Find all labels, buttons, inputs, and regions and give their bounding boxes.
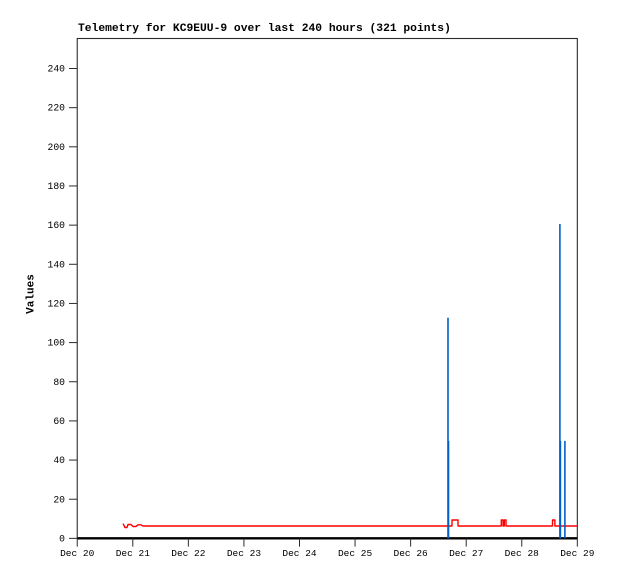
svg-text:80: 80 <box>53 377 65 388</box>
svg-text:40: 40 <box>53 455 65 466</box>
svg-text:Dec 24: Dec 24 <box>282 548 317 559</box>
svg-text:60: 60 <box>53 416 65 427</box>
svg-text:Dec 26: Dec 26 <box>394 548 429 559</box>
svg-text:Dec 28: Dec 28 <box>505 548 540 559</box>
svg-text:Dec 25: Dec 25 <box>338 548 373 559</box>
svg-text:Telemetry for KC9EUU-9 over la: Telemetry for KC9EUU-9 over last 240 hou… <box>78 23 451 35</box>
svg-text:140: 140 <box>48 259 66 270</box>
svg-text:Dec 29: Dec 29 <box>560 548 595 559</box>
svg-text:Dec 23: Dec 23 <box>227 548 262 559</box>
svg-text:180: 180 <box>48 181 66 192</box>
svg-text:200: 200 <box>48 142 66 153</box>
svg-text:0: 0 <box>59 534 65 545</box>
svg-text:Dec 22: Dec 22 <box>171 548 206 559</box>
svg-text:Dec 21: Dec 21 <box>116 548 151 559</box>
svg-text:Values: Values <box>25 274 37 314</box>
svg-text:120: 120 <box>48 299 66 310</box>
svg-text:240: 240 <box>48 64 66 75</box>
svg-text:220: 220 <box>48 103 66 114</box>
svg-text:100: 100 <box>48 338 66 349</box>
svg-text:160: 160 <box>48 220 66 231</box>
svg-text:20: 20 <box>53 494 65 505</box>
svg-text:Dec 27: Dec 27 <box>449 548 483 559</box>
svg-text:Dec 20: Dec 20 <box>60 548 95 559</box>
